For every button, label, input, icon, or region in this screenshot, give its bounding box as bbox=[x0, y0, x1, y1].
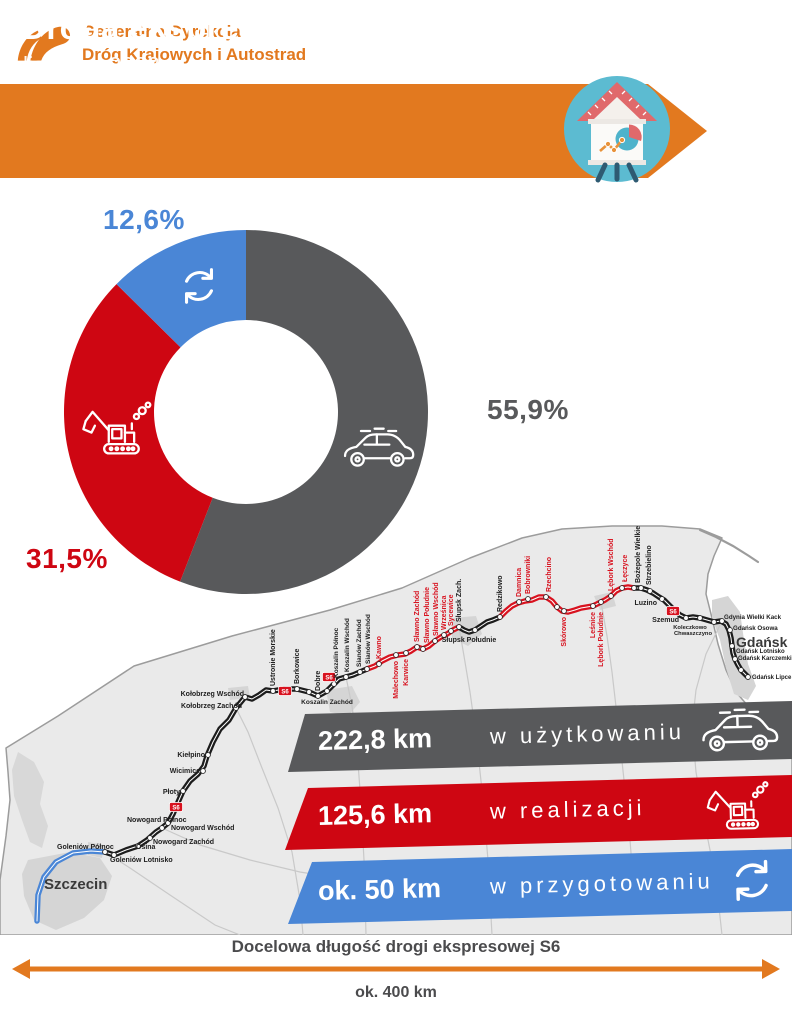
map-label: Sianów Wschód bbox=[365, 614, 372, 664]
map-label: Lębork Południe bbox=[598, 612, 605, 667]
map-label: Redzikowo bbox=[497, 575, 504, 612]
map-label: Koszalin Wschód bbox=[344, 618, 351, 672]
refresh-icon bbox=[723, 854, 780, 907]
page-subtitle: listopad 2023 r. bbox=[23, 52, 180, 78]
city-label-Gdańsk: Gdańsk bbox=[736, 634, 788, 650]
map-label: Gdańsk Lotnisko bbox=[736, 649, 785, 655]
map-label: Ustronie Morskie bbox=[270, 629, 277, 686]
map-label: Szemud bbox=[652, 617, 679, 624]
arrow-left-head bbox=[12, 959, 30, 979]
page-title: Droga ekspresowa S6 bbox=[22, 9, 375, 46]
legend-value-in-use: 222,8 km bbox=[317, 722, 433, 756]
map-label: Kołobrzeg Zachód bbox=[181, 703, 242, 710]
map-label: Łęczyce bbox=[622, 555, 629, 582]
map-label: Bożepole Wielkie bbox=[635, 526, 642, 583]
legend-label-in-construction: w realizacji bbox=[489, 795, 646, 824]
total-length-arrow bbox=[12, 959, 780, 979]
map-label: Sławno Wschód bbox=[433, 582, 440, 636]
city-label-Szczecin: Szczecin bbox=[44, 876, 107, 893]
map-label: Rzechcino bbox=[546, 557, 553, 592]
map-label: Nowogard Północ bbox=[127, 817, 187, 824]
legend-label-in-use: w użytkowaniu bbox=[489, 719, 686, 749]
org-name-line1: Generalna Dyrekcja bbox=[82, 22, 241, 41]
map-label: Kołobrzeg Wschód bbox=[181, 691, 244, 698]
org-name-line2: Dróg Krajowych i Autostrad bbox=[82, 45, 307, 64]
map-label: Goleniów Lotnisko bbox=[110, 857, 173, 864]
legend-row-in-use: 222,8 km w użytkowaniu bbox=[317, 701, 780, 770]
map-label: Gdańsk Osowa bbox=[733, 625, 778, 632]
map-label: Damnica bbox=[516, 568, 523, 597]
presentation-chart-icon bbox=[564, 76, 670, 183]
map-label: Koszalin Północ bbox=[333, 627, 340, 678]
map-label: Dobre bbox=[315, 671, 322, 691]
donut-segment-w-przygotowaniu bbox=[116, 230, 246, 348]
map-label: Słupsk Południe bbox=[442, 637, 497, 644]
map-label: Sianów Zachód bbox=[356, 619, 363, 667]
donut-segment-w-realizacji bbox=[63, 284, 213, 582]
map-label: Koszalin Zachód bbox=[301, 699, 353, 706]
map-label: Gdynia Wielki Kack bbox=[724, 614, 782, 621]
donut-label-in-use: 55,9% bbox=[487, 394, 569, 425]
map-label: Strzebielino bbox=[646, 545, 653, 585]
status-donut-chart bbox=[63, 230, 429, 594]
car-icon bbox=[697, 703, 780, 759]
map-label: Sławno Południe bbox=[424, 587, 431, 643]
map-label: Leśnice bbox=[590, 612, 597, 638]
map-label: Kawno bbox=[376, 636, 383, 659]
legend-row-in-preparation: ok. 50 km w przygotowaniu bbox=[317, 851, 780, 920]
map-label: Gdańsk Lipce bbox=[752, 675, 792, 681]
map-label: Kiełpino bbox=[177, 752, 205, 759]
donut-label-in-preparation: 12,6% bbox=[103, 204, 185, 235]
map-label: Chwaszczyno bbox=[674, 631, 712, 637]
svg-text:S6: S6 bbox=[281, 689, 289, 695]
map-label: Osina bbox=[136, 844, 156, 851]
gddkia-logo bbox=[17, 26, 71, 61]
map-label: Malechowo bbox=[393, 661, 400, 699]
legend-label-in-preparation: w przygotowaniu bbox=[489, 868, 715, 899]
excavator-icon bbox=[697, 778, 780, 834]
map-label: Skórowo bbox=[561, 617, 568, 647]
svg-text:S6: S6 bbox=[325, 675, 333, 681]
legend-value-in-construction: 125,6 km bbox=[317, 797, 433, 831]
map-label: Sycewice bbox=[448, 594, 455, 626]
org-name: Generalna Dyrekcja Dróg Krajowych i Auto… bbox=[82, 20, 306, 66]
map-label: Gdańsk Karczemki bbox=[738, 656, 792, 662]
map-label: Lębork Wschód bbox=[608, 538, 615, 591]
map-label: Słupsk Zach. bbox=[456, 579, 463, 622]
svg-text:S6: S6 bbox=[172, 805, 180, 811]
donut-label-in-construction: 31,5% bbox=[26, 543, 108, 574]
map-label: Sławno Zachód bbox=[414, 591, 421, 642]
map-label: Płoty bbox=[163, 789, 180, 796]
legend-value-in-preparation: ok. 50 km bbox=[317, 872, 442, 906]
svg-text:S6: S6 bbox=[669, 609, 677, 615]
map-label: Wrześnica bbox=[441, 595, 448, 630]
map-label: Borkowice bbox=[294, 648, 301, 684]
map-label: Bobrowniki bbox=[525, 556, 532, 594]
map-label: Luzino bbox=[634, 600, 657, 607]
map-label: Karwice bbox=[403, 659, 410, 686]
footer-title: Docelowa długość drogi ekspresowej S6 bbox=[231, 937, 561, 956]
legend-row-in-construction: 125,6 km w realizacji bbox=[317, 776, 780, 845]
footer-value: ok. 400 km bbox=[355, 984, 437, 1001]
map-label: Koleczkowo bbox=[673, 625, 707, 631]
map-label: Nowogard Zachód bbox=[153, 839, 214, 846]
map-label: Goleniów Północ bbox=[57, 844, 114, 851]
arrow-right-head bbox=[762, 959, 780, 979]
map-label: Wicimice bbox=[170, 768, 200, 775]
donut-segment-w-użytkowaniu bbox=[180, 230, 429, 594]
map-label: Nowogard Wschód bbox=[171, 825, 234, 832]
